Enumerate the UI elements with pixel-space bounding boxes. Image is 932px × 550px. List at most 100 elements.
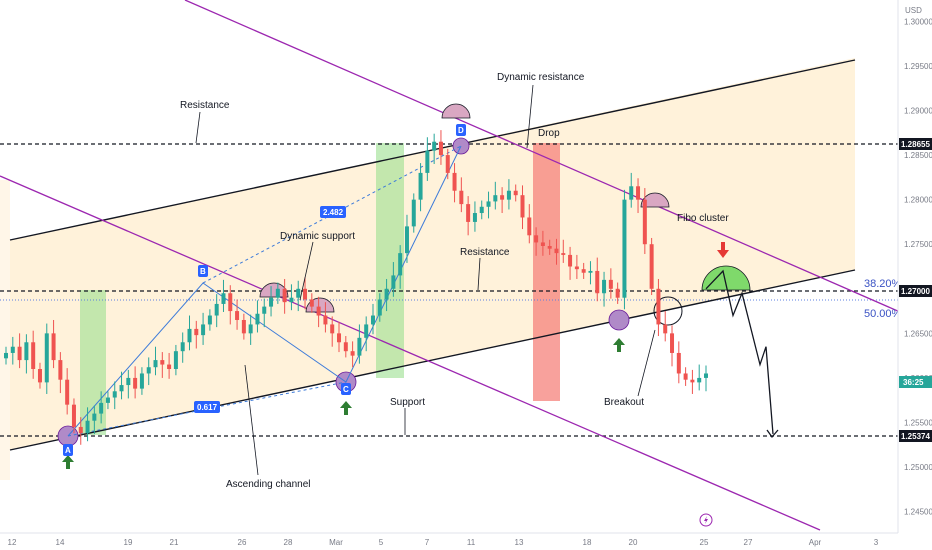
candle-body (126, 377, 131, 386)
candle-body (404, 226, 409, 254)
candle-body (486, 201, 491, 207)
breakout-pointer (637, 329, 656, 397)
price-tick-8: 1.25500 (904, 418, 932, 427)
candle-body (520, 195, 525, 218)
candle-body (221, 293, 226, 304)
price-box-current (899, 376, 932, 388)
candle-body (622, 199, 627, 298)
candle-body (425, 150, 430, 173)
candle-body (248, 324, 253, 334)
time-axis[interactable] (0, 533, 898, 550)
candle-body (568, 254, 573, 267)
label-drop: Drop (538, 128, 560, 139)
touch-circle-breakout (608, 309, 630, 331)
fib-label-382: 38.20% (864, 278, 902, 290)
point-box-a (63, 444, 73, 456)
candle-body (370, 315, 375, 325)
candle-body (527, 217, 532, 236)
price-axis[interactable] (898, 0, 932, 533)
candle-body (642, 199, 647, 245)
fibo-cluster-dome (701, 265, 751, 291)
candle-body (364, 324, 369, 338)
time-tick-7: 5 (379, 538, 384, 547)
price-tick-6: 1.26500 (904, 329, 932, 338)
label-support: Support (390, 397, 425, 408)
candle-body (438, 141, 443, 156)
candle-body (17, 346, 22, 361)
candle-body (51, 333, 56, 361)
ratio-label-2: 0.617 (197, 403, 218, 412)
time-tick-3: 21 (170, 538, 179, 547)
candle-body (71, 404, 76, 427)
candle-body (690, 379, 695, 383)
candle-body (670, 333, 675, 353)
candle-body (350, 351, 355, 356)
candle-body (58, 360, 63, 380)
time-tick-15: Apr (809, 538, 822, 547)
candle-body (228, 293, 233, 312)
price-label-top: 1.28655 (901, 140, 930, 149)
label-resistance-mid: Resistance (460, 247, 510, 258)
price-box-bottom (899, 430, 932, 442)
candle-body (167, 364, 172, 370)
candle-body (214, 303, 219, 316)
candle-body (602, 279, 607, 294)
time-tick-0: 12 (8, 538, 17, 547)
time-tick-12: 20 (629, 538, 638, 547)
candle-body (391, 275, 396, 289)
breakout-outline-circle (653, 296, 683, 326)
time-tick-5: 28 (284, 538, 293, 547)
candle-body (153, 360, 158, 368)
candle-body (112, 391, 117, 398)
candle-body (398, 253, 403, 276)
point-label-a: A (65, 446, 71, 455)
candle-body (595, 270, 600, 294)
projection-arrowhead (766, 429, 779, 439)
candle-body (24, 342, 29, 361)
point-box-c (341, 383, 351, 395)
candle-body (269, 297, 274, 307)
price-tick-1: 1.29500 (904, 62, 932, 71)
candle-body (636, 186, 641, 200)
candle-body (146, 367, 151, 374)
time-tick-9: 11 (467, 538, 476, 547)
price-label-bottom: 1.25374 (901, 432, 930, 441)
candle-body (534, 235, 539, 243)
candle-body (235, 311, 240, 320)
point-box-d (456, 124, 466, 136)
resistance-mid-pointer (477, 257, 481, 291)
currency-label: USD (905, 6, 922, 15)
point-label-b: B (200, 267, 206, 276)
candle-body (99, 402, 104, 414)
candle-body (574, 266, 579, 270)
label-breakout: Breakout (604, 397, 644, 408)
candle-body (615, 288, 620, 298)
time-tick-14: 27 (744, 538, 753, 547)
candle-body (554, 248, 559, 254)
label-fibo-cluster: Fibo cluster (677, 213, 729, 224)
dynamic-resistance-pointer (526, 84, 534, 149)
candle-body (452, 172, 457, 191)
lightning-icon[interactable] (699, 513, 713, 527)
candle-body (506, 190, 511, 200)
candle-body (92, 413, 97, 421)
ascending-channel-pointer (244, 364, 259, 476)
time-tick-10: 13 (515, 538, 524, 547)
candle-body (683, 373, 688, 380)
candle-body (10, 346, 15, 353)
green-arrow-icon-a (62, 455, 74, 469)
candle-body (4, 352, 8, 359)
candle-body (479, 206, 484, 214)
candle-body (357, 337, 362, 356)
label-resistance-top: Resistance (180, 100, 230, 111)
candle-body (561, 253, 566, 255)
candles (4, 130, 708, 445)
candle-body (656, 288, 661, 325)
green-arrow-icon-c (340, 401, 352, 415)
label-ascending-channel: Ascending channel (226, 479, 311, 490)
candle-body (303, 288, 308, 300)
channel-fill (10, 58, 855, 450)
price-label-mid: 1.27000 (901, 287, 930, 296)
candle-body (262, 306, 267, 314)
candle-body (78, 426, 83, 434)
